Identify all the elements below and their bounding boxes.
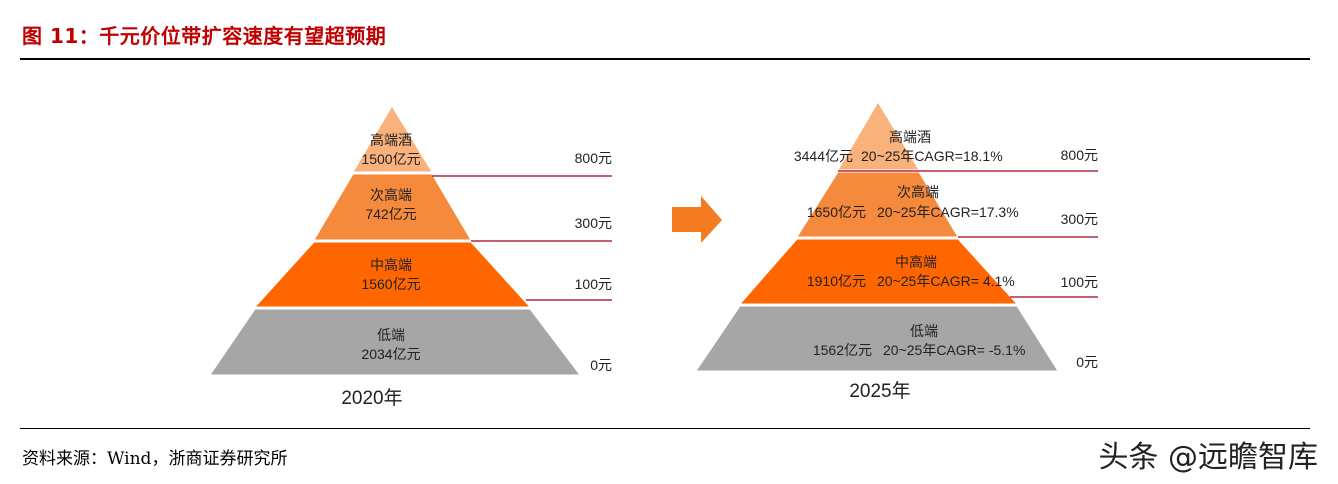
- tier-name-mid-2020: 中高端: [370, 257, 412, 273]
- threshold-label-800-2020: 800元: [575, 150, 612, 166]
- tier-cagr-low-2025: 20~25年CAGR= -5.1%: [883, 342, 1025, 358]
- threshold-label-800-2025: 800元: [1061, 147, 1098, 163]
- tier-high-2020: [352, 105, 433, 173]
- tier-name-low-2025: 低端: [910, 323, 938, 339]
- pyramid-2020: 高端酒 1500亿元 次高端 742亿元 中高端 1560亿元 低端 2034亿…: [209, 105, 612, 409]
- figure-title: 图 11：千元价位带扩容速度有望超预期: [22, 24, 387, 48]
- threshold-label-0-2020: 0元: [590, 357, 612, 373]
- threshold-label-300-2025: 300元: [1061, 211, 1098, 227]
- right-arrow-icon: [672, 196, 722, 243]
- threshold-label-100-2020: 100元: [575, 276, 612, 292]
- year-label-2025: 2025年: [849, 380, 910, 402]
- tier-name-mid-2025: 中高端: [895, 254, 937, 270]
- pyramid-2025: 高端酒 3444亿元 20~25年CAGR=18.1% 次高端 1650亿元 2…: [695, 101, 1098, 402]
- tier-cagr-mid-2025: 20~25年CAGR= 4.1%: [877, 273, 1015, 289]
- tier-name-subhigh-2020: 次高端: [370, 187, 412, 203]
- tier-value-mid-2020: 1560亿元: [361, 276, 420, 292]
- tier-low-2025: [695, 305, 1059, 372]
- bottom-rule: [20, 428, 1310, 429]
- tier-name-subhigh-2025: 次高端: [897, 184, 939, 200]
- threshold-label-100-2025: 100元: [1061, 274, 1098, 290]
- tier-cagr-high-2025: 20~25年CAGR=18.1%: [861, 148, 1003, 164]
- tier-mid-2020: [253, 241, 532, 308]
- tier-value-low-2025: 1562亿元: [813, 342, 872, 358]
- source-note: 资料来源：Wind，浙商证券研究所: [22, 449, 288, 469]
- tier-name-high-2020: 高端酒: [370, 132, 412, 148]
- tier-cagr-subhigh-2025: 20~25年CAGR=17.3%: [877, 204, 1019, 220]
- tier-name-low-2020: 低端: [377, 327, 405, 343]
- threshold-label-300-2020: 300元: [575, 215, 612, 231]
- tier-value-low-2020: 2034亿元: [361, 346, 420, 362]
- tier-value-subhigh-2020: 742亿元: [365, 206, 416, 222]
- year-label-2020: 2020年: [341, 387, 402, 409]
- tier-subhigh-2020: [313, 173, 472, 241]
- tier-high-2025: [837, 101, 920, 171]
- tier-mid-2025: [738, 238, 1019, 305]
- tier-value-mid-2025: 1910亿元: [807, 273, 866, 289]
- watermark: 头条 @远瞻智库: [1098, 440, 1318, 475]
- tier-low-2020: [209, 308, 582, 376]
- tier-value-high-2020: 1500亿元: [361, 151, 420, 167]
- tier-value-high-2025: 3444亿元: [794, 148, 853, 164]
- tier-name-high-2025: 高端酒: [889, 129, 931, 145]
- tier-value-subhigh-2025: 1650亿元: [807, 204, 866, 220]
- top-rule: [20, 58, 1310, 60]
- threshold-label-0-2025: 0元: [1076, 354, 1098, 370]
